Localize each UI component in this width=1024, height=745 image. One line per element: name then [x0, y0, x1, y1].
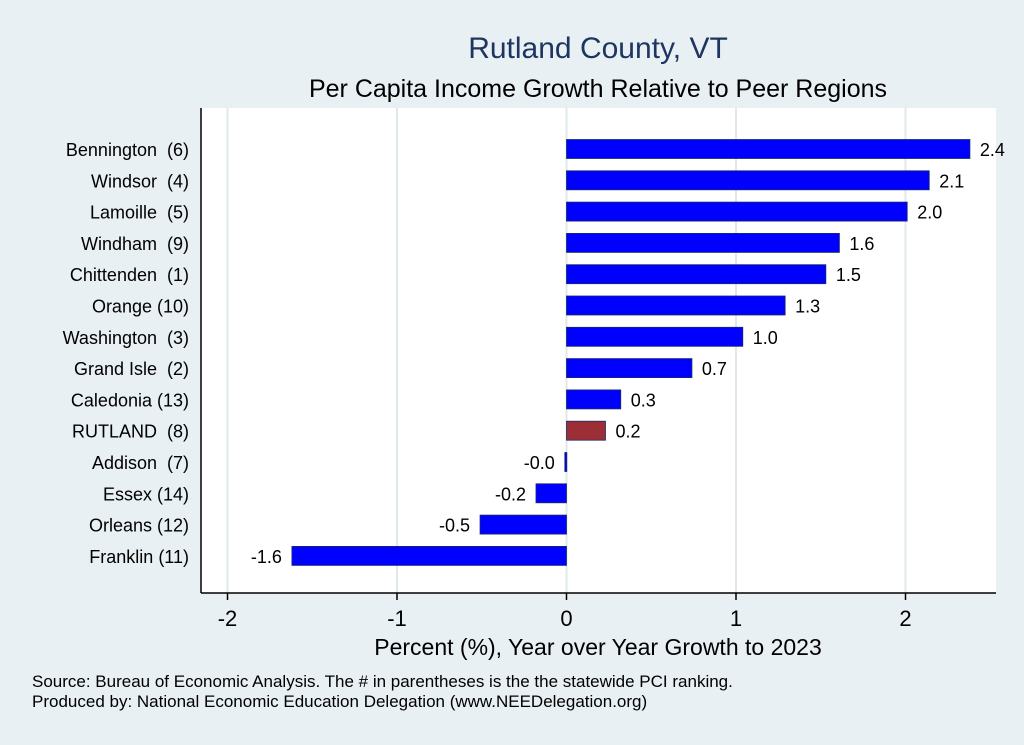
- x-tick-label: -1: [387, 606, 407, 631]
- category-label: Orange (10): [92, 297, 189, 317]
- bar: [566, 326, 744, 347]
- bar: [479, 514, 567, 535]
- bar: [566, 170, 930, 191]
- category-label: Windsor (4): [91, 171, 189, 191]
- category-label: Chittenden (1): [70, 265, 189, 285]
- category-label: Washington (3): [63, 328, 189, 348]
- value-labels: 2.4 2.1 2.0 1.6 1.5 1.3 1.0 0.7 0.3 0.2 -0.0 -0.2 -0…: [251, 140, 1005, 567]
- x-tick-label: 0: [560, 606, 572, 631]
- bar: [566, 232, 840, 253]
- bar: [566, 295, 786, 316]
- category-label: Franklin (11): [89, 547, 189, 567]
- x-tick-label: -2: [218, 606, 238, 631]
- value-label: 0.3: [631, 390, 656, 410]
- footer: Source: Bureau of Economic Analysis. The…: [32, 672, 733, 712]
- bar: [564, 452, 568, 472]
- bar: [291, 546, 567, 566]
- x-ticks: -2 -1 0 1 2: [218, 593, 912, 631]
- value-label: 2.1: [939, 171, 964, 191]
- value-label: -0.5: [439, 516, 470, 536]
- bar-highlight: [566, 420, 606, 441]
- source-note: Source: Bureau of Economic Analysis. The…: [32, 672, 733, 691]
- category-label: Lamoille (5): [90, 203, 189, 223]
- value-label: 1.3: [795, 297, 820, 317]
- bar: [566, 358, 693, 379]
- value-label: -0.2: [495, 484, 526, 504]
- category-label: Windham (9): [81, 234, 189, 254]
- category-labels: Bennington (6) Windsor (4) Lamoille (5) Win…: [63, 140, 189, 567]
- bar: [566, 264, 827, 285]
- bar: [566, 389, 622, 410]
- value-label: 0.2: [615, 422, 640, 442]
- chart-title: Rutland County, VT: [468, 32, 728, 65]
- x-tick-label: 2: [899, 606, 911, 631]
- bars: [291, 139, 971, 566]
- bar: [566, 201, 908, 222]
- bar: [535, 483, 567, 504]
- category-label: RUTLAND (8): [72, 422, 189, 442]
- value-label: -0.0: [524, 453, 555, 473]
- category-label: Bennington (6): [66, 140, 189, 160]
- value-label: 2.4: [980, 140, 1005, 160]
- value-label: 1.0: [753, 328, 778, 348]
- category-label: Orleans (12): [89, 516, 189, 536]
- x-axis-label: Percent (%), Year over Year Growth to 20…: [374, 634, 822, 660]
- value-label: 1.6: [849, 234, 874, 254]
- x-tick-label: 1: [730, 606, 742, 631]
- value-label: -1.6: [251, 547, 282, 567]
- produced-by-note: Produced by: National Economic Education…: [32, 692, 648, 711]
- category-label: Caledonia (13): [71, 390, 189, 410]
- category-label: Grand Isle (2): [74, 359, 189, 379]
- value-label: 1.5: [836, 265, 861, 285]
- category-label: Addison (7): [92, 453, 189, 473]
- category-label: Essex (14): [103, 484, 189, 504]
- bar: [566, 139, 971, 159]
- value-label: 2.0: [917, 203, 942, 223]
- chart-subtitle: Per Capita Income Growth Relative to Pee…: [309, 75, 887, 103]
- value-label: 0.7: [702, 359, 727, 379]
